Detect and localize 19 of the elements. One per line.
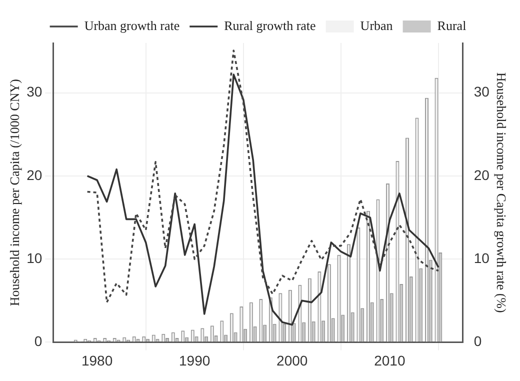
y-axis-title: Household income per Capita (/1000 CNY) xyxy=(7,79,22,306)
y2-tick-label: 20 xyxy=(474,166,490,183)
x-tick-label: 1980 xyxy=(81,352,113,368)
y2-axis-title: Household income per Capita growth rate (%) xyxy=(494,72,509,313)
legend-label: Urban xyxy=(360,18,394,33)
y-tick-label: 10 xyxy=(26,250,42,266)
legend-label: Rural growth rate xyxy=(224,18,316,33)
x-tick-label: 2000 xyxy=(276,352,308,368)
y-tick-label: 20 xyxy=(26,166,42,183)
y-tick-label: 0 xyxy=(34,333,42,350)
y2-tick-label: 0 xyxy=(474,333,482,350)
y2-tick-label: 10 xyxy=(474,250,490,266)
legend-label: Urban growth rate xyxy=(84,18,180,33)
x-tick-label: 1990 xyxy=(179,352,210,368)
y-tick-label: 30 xyxy=(26,84,42,100)
line-series xyxy=(86,50,440,304)
legend-label: Rural xyxy=(437,18,467,33)
y2-tick-label: 30 xyxy=(474,84,490,100)
x-tick-label: 2010 xyxy=(374,352,406,368)
